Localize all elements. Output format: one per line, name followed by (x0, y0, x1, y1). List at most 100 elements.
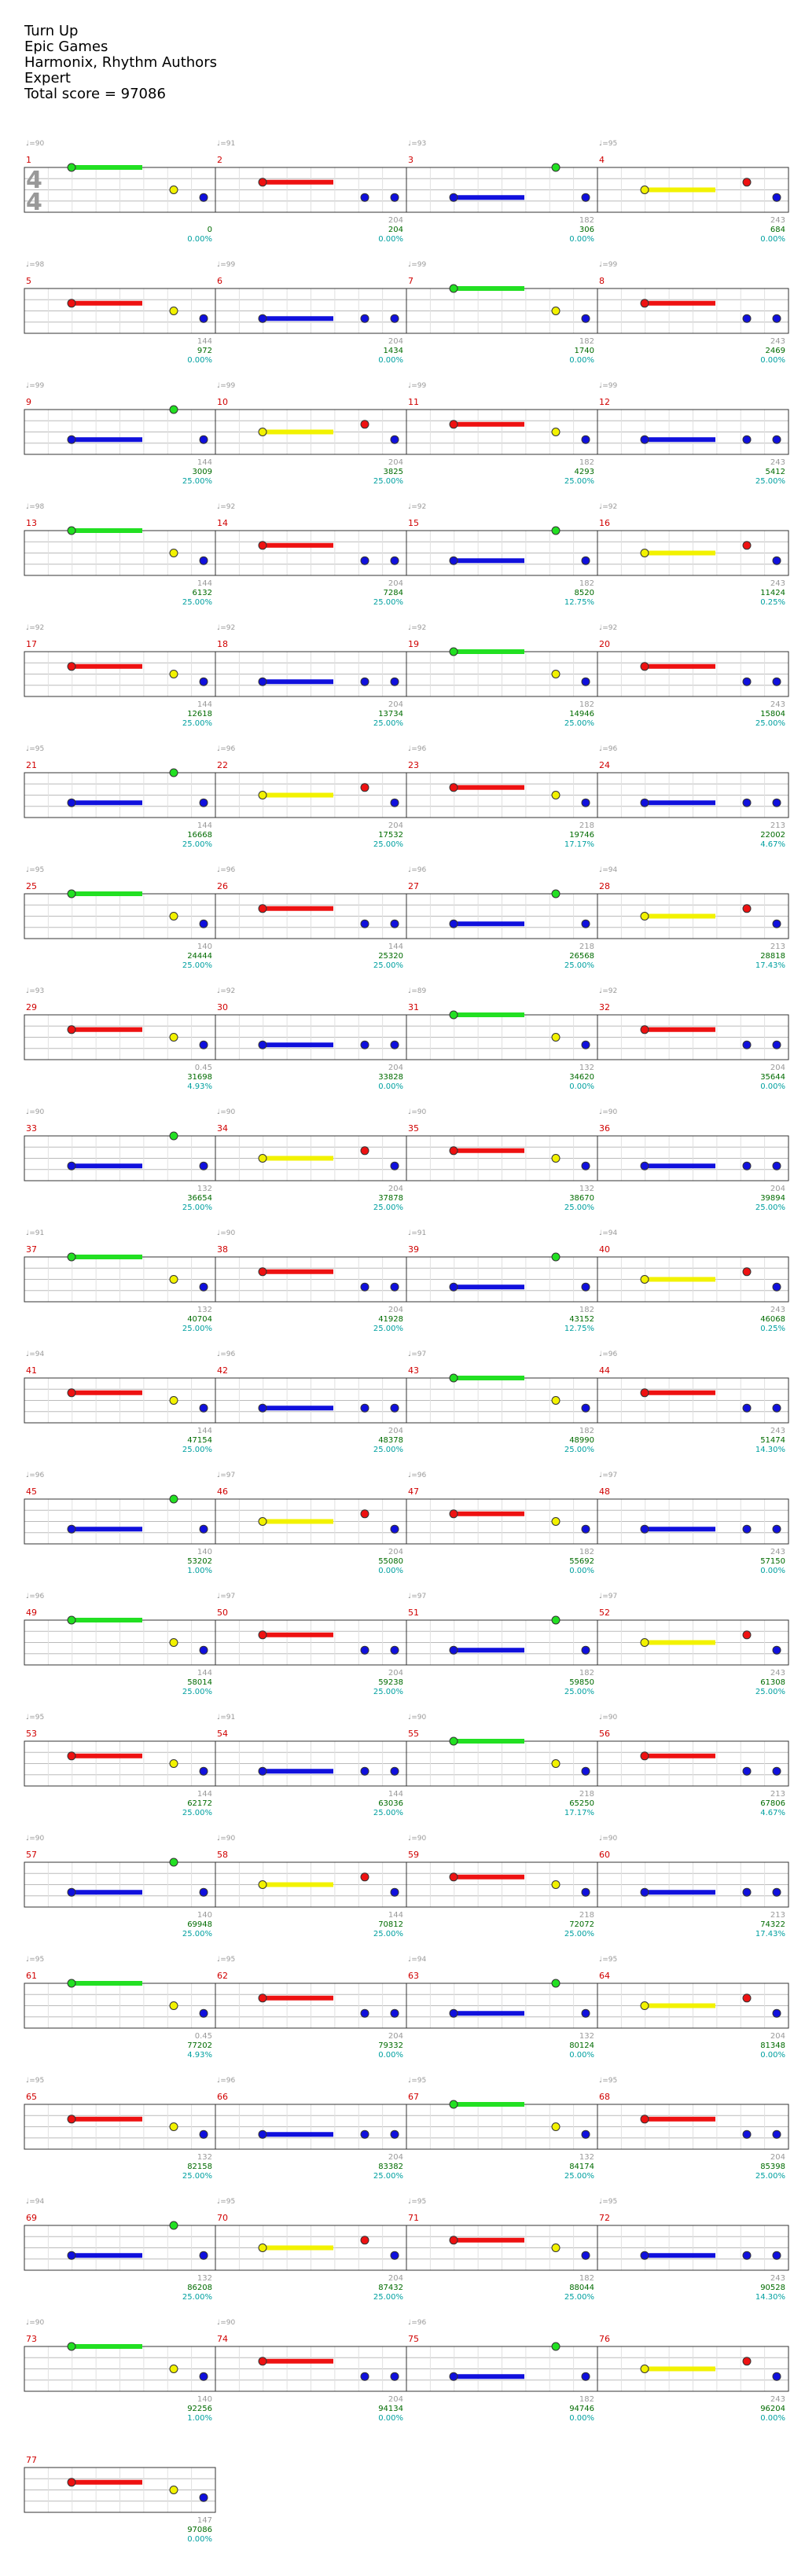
note-gem (772, 798, 781, 807)
note-gem (169, 1131, 178, 1141)
chart-row (24, 1736, 789, 1787)
note-gem (640, 798, 649, 807)
measure-beats: 204 (388, 1185, 403, 1193)
tempo-label: ♩=90 (408, 1108, 427, 1116)
measure-score: 94134 (378, 2405, 403, 2413)
note-gem (67, 889, 76, 898)
tempo-label: ♩=91 (408, 1229, 426, 1237)
tempo-label: ♩=96 (599, 745, 618, 753)
measure-beats: 204 (388, 2153, 403, 2162)
tempo-label: ♩=95 (217, 2198, 235, 2206)
note-gem (390, 1524, 399, 1534)
measure-percent: 0.00% (378, 356, 403, 365)
measure-beats: 204 (770, 2153, 785, 2162)
note-gem (199, 1524, 208, 1534)
tempo-label: ♩=90 (26, 1108, 45, 1116)
measure-number: 68 (599, 2092, 610, 2102)
tempo-label: ♩=99 (599, 382, 618, 390)
chart-row (24, 2467, 216, 2513)
measure-number: 26 (217, 881, 228, 891)
measure-percent: 25.00% (373, 719, 403, 728)
note-gem (360, 783, 369, 792)
note-gem (67, 1615, 76, 1625)
measure-number: 27 (408, 881, 419, 891)
note-gem (581, 1645, 590, 1655)
note-gem (640, 1161, 649, 1170)
note-gem (390, 556, 399, 565)
tempo-label: ♩=90 (408, 1714, 427, 1722)
note-gem (449, 420, 458, 429)
note-gem (360, 1040, 369, 1049)
tempo-label: ♩=94 (26, 2198, 45, 2206)
note-gem (449, 2008, 458, 2018)
note-gem (551, 2342, 561, 2351)
note-gem (258, 1040, 267, 1049)
note-gem (742, 1630, 752, 1640)
note-gem (640, 662, 649, 671)
measure-number: 65 (26, 2092, 37, 2102)
tempo-label: ♩=90 (408, 1835, 427, 1843)
tempo-label: ♩=93 (408, 140, 426, 148)
measure-score: 8520 (575, 589, 594, 597)
measure-score: 6132 (193, 589, 212, 597)
measure-percent: 25.00% (755, 477, 785, 486)
note-gem (67, 1388, 76, 1398)
measure-percent: 0.00% (187, 2535, 212, 2544)
measure-score: 43152 (569, 1315, 594, 1324)
measure-percent: 0.00% (378, 1082, 403, 1091)
measure-beats: 243 (770, 458, 785, 467)
measure-number: 49 (26, 1608, 37, 1618)
tempo-label: ♩=95 (599, 1956, 617, 1964)
measure-number: 39 (408, 1244, 419, 1255)
measure-score: 33828 (378, 1073, 403, 1082)
measure-beats: 213 (770, 1790, 785, 1799)
measure-score: 61308 (760, 1678, 785, 1687)
measure-percent: 4.93% (187, 1082, 212, 1091)
note-gem (581, 1403, 590, 1413)
tempo-label: ♩=90 (26, 1835, 45, 1843)
measure-percent: 25.00% (182, 961, 212, 970)
note-gem (199, 677, 208, 686)
measure-beats: 182 (579, 1669, 594, 1678)
tempo-label: ♩=97 (217, 1472, 235, 1479)
tempo-label: ♩=94 (599, 866, 618, 874)
measure-beats: 204 (388, 1306, 403, 1314)
note-gem (742, 178, 752, 187)
note-gem (772, 1403, 781, 1413)
measure-score: 80124 (569, 2041, 594, 2050)
measure-beats: 204 (388, 216, 403, 225)
measure-beats: 243 (770, 337, 785, 346)
note-gem (258, 904, 267, 913)
measure-beats: 147 (197, 2516, 212, 2525)
note-gem (772, 1282, 781, 1292)
note-gem (551, 1615, 561, 1625)
measure-score: 65250 (569, 1799, 594, 1808)
song-header: Turn Up Epic Games Harmonix, Rhythm Auth… (24, 24, 217, 102)
note-gem (67, 662, 76, 671)
measure-number: 25 (26, 881, 37, 891)
note-gem (360, 1645, 369, 1655)
measure-number: 18 (217, 639, 228, 649)
measure-percent: 25.00% (182, 1325, 212, 1333)
tempo-label: ♩=90 (599, 1108, 618, 1116)
note-gem (449, 284, 458, 293)
measure-percent: 25.00% (755, 2172, 785, 2181)
measure-number: 69 (26, 2213, 37, 2223)
note-gem (360, 1403, 369, 1413)
measure-score: 1740 (575, 347, 594, 355)
measure-score: 82158 (187, 2163, 212, 2171)
measure-score: 79332 (378, 2041, 403, 2050)
measure-percent: 25.00% (182, 1809, 212, 1817)
note-gem (640, 549, 649, 557)
measure-beats: 140 (197, 2395, 212, 2404)
measure-score: 84174 (569, 2163, 594, 2171)
measure-number: 14 (217, 518, 228, 528)
note-gem (581, 1161, 590, 1170)
note-gem (199, 1887, 208, 1897)
note-gem (67, 435, 76, 444)
note-gem (67, 1524, 76, 1534)
note-gem (390, 1887, 399, 1897)
note-gem (169, 1858, 178, 1867)
measure-beats: 182 (579, 337, 594, 346)
tempo-label: ♩=92 (599, 624, 617, 632)
